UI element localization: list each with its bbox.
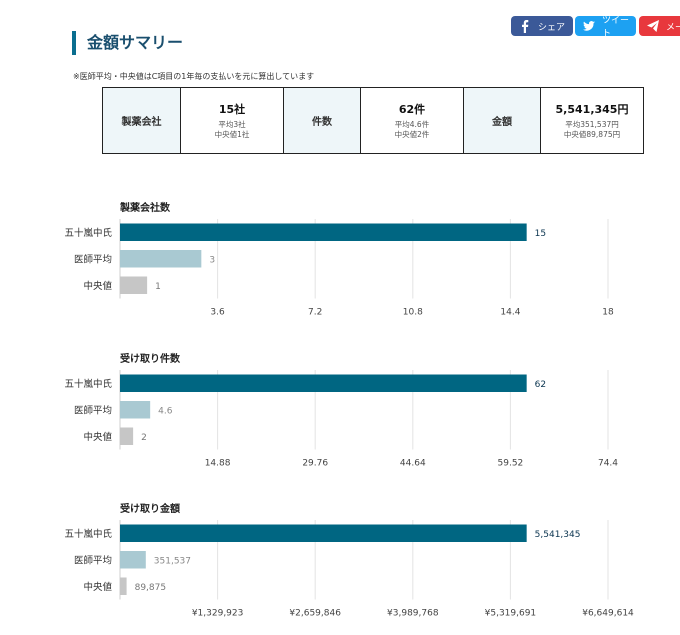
summary-median: 中央値89,875円 (563, 130, 621, 139)
x-tick-label: ¥2,659,846 (289, 609, 341, 619)
summary-value: 15社 (218, 103, 246, 116)
data-label: 1 (155, 282, 161, 292)
chart-title-count: 受け取り件数 (120, 354, 180, 365)
category-label: 医師平均 (74, 404, 112, 416)
data-label: 351,537 (154, 556, 191, 566)
summary-median: 中央値1社 (214, 130, 250, 139)
summary-cell-companies: 15社 平均3社 中央値1社 (180, 87, 284, 154)
category-label: 五十嵐中氏 (64, 227, 112, 239)
category-label: 五十嵐中氏 (64, 528, 112, 540)
x-tick-label: ¥1,329,923 (192, 609, 244, 619)
data-label: 15 (535, 229, 546, 239)
summary-cell-count: 62件 平均4.6件 中央値2件 (360, 87, 464, 154)
bar (120, 276, 148, 294)
chart-title-companies: 製薬会社数 (120, 203, 170, 214)
summary-median: 中央値2件 (394, 130, 430, 139)
data-label: 4.6 (158, 406, 173, 416)
chart-title-amount: 受け取り金額 (120, 504, 180, 515)
data-label: 89,875 (135, 583, 167, 593)
x-tick-label: ¥3,989,768 (387, 609, 439, 619)
bar (120, 551, 146, 569)
paper-plane-icon (646, 19, 660, 33)
x-tick-label: 14.88 (205, 459, 231, 469)
x-tick-label: 18 (602, 308, 614, 318)
category-label: 中央値 (83, 280, 112, 292)
x-tick-label: ¥6,649,614 (582, 609, 634, 619)
summary-value: 62件 (398, 103, 426, 116)
x-tick-label: 7.2 (308, 308, 322, 318)
twitter-bird-icon (582, 19, 596, 33)
facebook-share-label: シェア (538, 22, 566, 33)
summary-value: 5,541,345円 (555, 103, 629, 116)
data-label: 3 (209, 255, 215, 265)
bar (120, 401, 151, 419)
bar (120, 250, 202, 268)
summary-cell-amount: 5,541,345円 平均351,537円 中央値89,875円 (540, 87, 644, 154)
x-tick-label: 10.8 (403, 308, 423, 318)
bar (120, 374, 527, 392)
data-label: 2 (141, 433, 147, 443)
x-tick-label: 74.4 (598, 459, 618, 469)
x-tick-label: 14.4 (500, 308, 520, 318)
summary-average: 平均351,537円 (565, 120, 619, 129)
bar (120, 577, 127, 595)
bar (120, 223, 527, 241)
line-share-button[interactable]: メー (639, 16, 680, 36)
x-tick-label: 3.6 (210, 308, 225, 318)
summary-table: 製薬会社 15社 平均3社 中央値1社 件数 62件 平均4.6件 中央値2件 … (102, 87, 644, 154)
calculation-note: ※医師平均・中央値はC項目の1年毎の支払いを元に算出しています (73, 72, 315, 81)
x-tick-label: 44.64 (400, 459, 426, 469)
category-label: 医師平均 (74, 253, 112, 265)
category-label: 医師平均 (74, 554, 112, 566)
category-label: 五十嵐中氏 (64, 378, 112, 390)
line-share-label: メー (666, 22, 680, 33)
summary-average: 平均4.6件 (394, 120, 430, 129)
summary-label-amount: 金額 (463, 87, 541, 154)
summary-label-companies: 製薬会社 (102, 87, 181, 154)
x-tick-label: 29.76 (302, 459, 328, 469)
page-title: 金額サマリー (72, 31, 183, 55)
x-tick-label: 59.52 (498, 459, 524, 469)
twitter-share-label: ツイート (602, 16, 630, 39)
bar (120, 427, 134, 445)
category-label: 中央値 (83, 431, 112, 443)
summary-average: 平均3社 (218, 120, 246, 129)
summary-label-count: 件数 (283, 87, 361, 154)
x-tick-label: ¥5,319,691 (485, 609, 537, 619)
data-label: 62 (535, 380, 546, 390)
data-label: 5,541,345 (535, 530, 581, 540)
bar (120, 524, 527, 542)
category-label: 中央値 (83, 581, 112, 593)
facebook-share-button[interactable]: シェア (511, 16, 573, 36)
facebook-icon (518, 19, 532, 33)
twitter-share-button[interactable]: ツイート (575, 16, 636, 39)
